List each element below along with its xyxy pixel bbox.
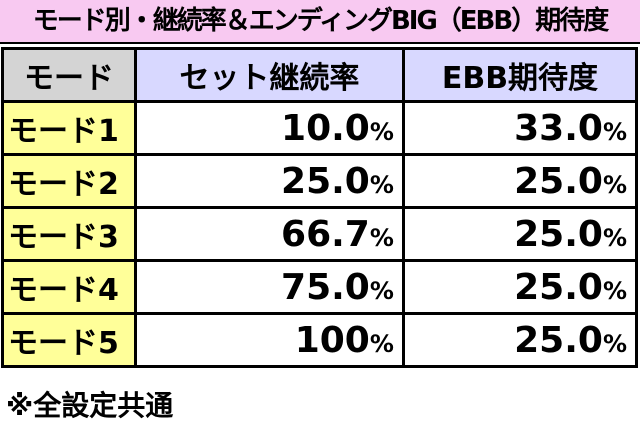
number: 25.0	[514, 266, 603, 308]
unit: %	[602, 329, 627, 358]
table: モード セット継続率 EBB期待度 モード1 10.0% 33.0% モード2 25.0…	[1, 47, 639, 368]
mode-cell: モード4	[1, 259, 137, 315]
table-row: モード5 100% 25.0%	[1, 312, 639, 368]
column-header: モード	[1, 47, 137, 103]
value-cell: 100%	[134, 312, 405, 368]
number: 75.0	[281, 266, 370, 308]
number: 25.0	[281, 160, 370, 202]
value-cell: 25.0%	[401, 206, 639, 262]
value-cell: 33.0%	[401, 100, 639, 156]
unit: %	[369, 117, 394, 146]
mode-cell: モード2	[1, 153, 137, 209]
value-cell: 25.0%	[401, 312, 639, 368]
mode-cell: モード1	[1, 100, 137, 156]
number: 66.7	[281, 213, 370, 255]
number: 25.0	[514, 213, 603, 255]
column-header: EBB期待度	[401, 47, 639, 103]
column-header: セット継続率	[134, 47, 405, 103]
value-cell: 10.0%	[134, 100, 405, 156]
table-row: モード4 75.0% 25.0%	[1, 259, 639, 315]
mode-cell: モード3	[1, 206, 137, 262]
number: 10.0	[281, 107, 370, 149]
number: 25.0	[514, 319, 603, 361]
unit: %	[369, 276, 394, 305]
value-cell: 75.0%	[134, 259, 405, 315]
table-body: モード1 10.0% 33.0% モード2 25.0% 25.0% モード3 66.7% 25.…	[1, 100, 639, 368]
table-row: モード3 66.7% 25.0%	[1, 206, 639, 262]
value-cell: 25.0%	[401, 259, 639, 315]
unit: %	[369, 223, 394, 252]
unit: %	[602, 223, 627, 252]
value-cell: 66.7%	[134, 206, 405, 262]
header-row: モード セット継続率 EBB期待度	[1, 47, 639, 103]
unit: %	[602, 117, 627, 146]
value-cell: 25.0%	[401, 153, 639, 209]
unit: %	[602, 276, 627, 305]
number: 33.0	[514, 107, 603, 149]
footnote: ※全設定共通	[6, 389, 174, 422]
table-row: モード2 25.0% 25.0%	[1, 153, 639, 209]
number: 100	[294, 319, 370, 361]
title: モード別・継続率＆エンディングBIG（EBB）期待度	[0, 0, 640, 44]
value-cell: 25.0%	[134, 153, 405, 209]
table-row: モード1 10.0% 33.0%	[1, 100, 639, 156]
unit: %	[602, 170, 627, 199]
mode-cell: モード5	[1, 312, 137, 368]
unit: %	[369, 170, 394, 199]
number: 25.0	[514, 160, 603, 202]
unit: %	[369, 329, 394, 358]
